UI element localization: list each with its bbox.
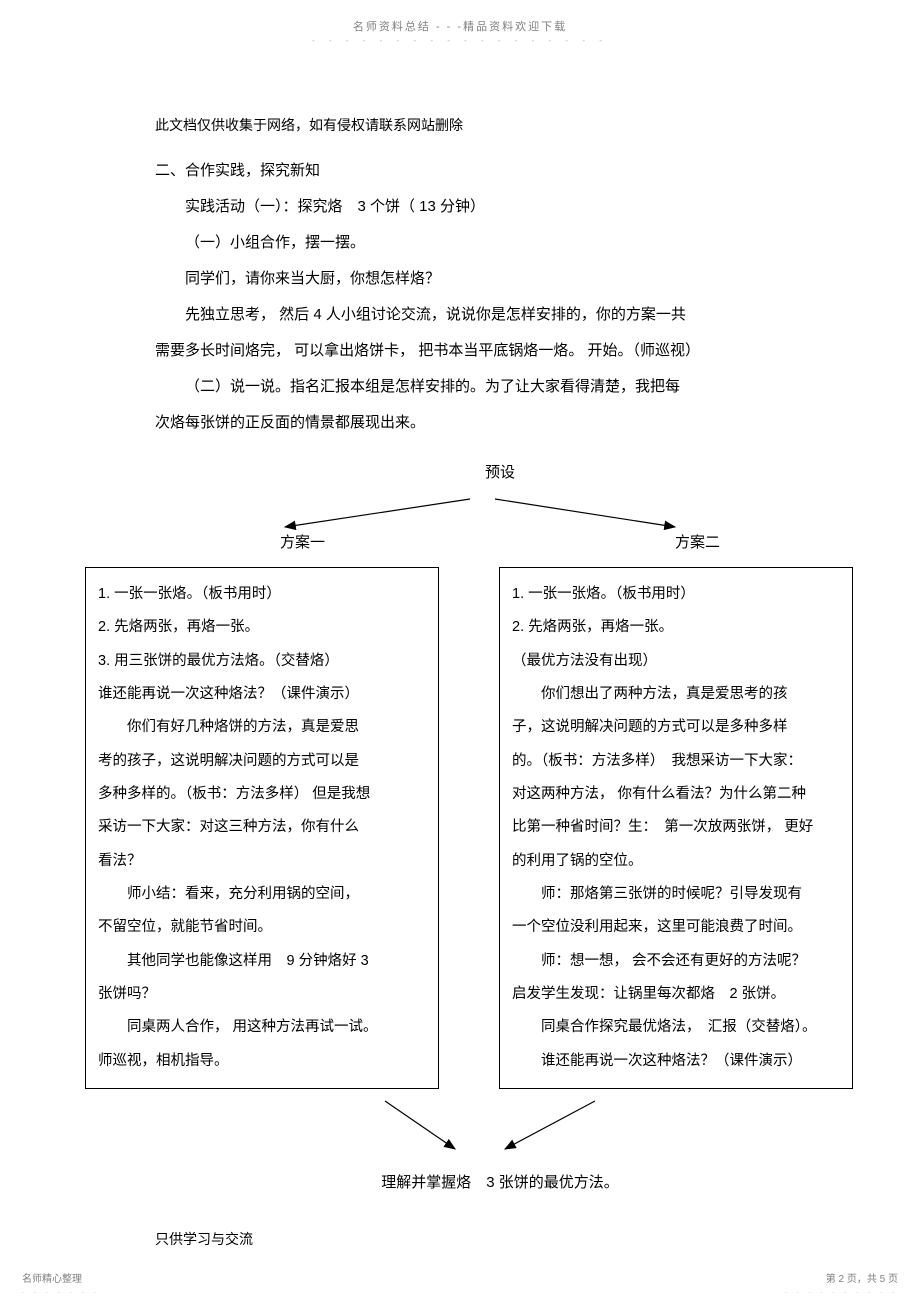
footer-right: 第 2 页，共 5 页	[826, 1270, 898, 1285]
plan2-l14: 同桌合作探究最优烙法， 汇报（交替烙）。	[512, 1011, 840, 1044]
plan1-l5: 你们有好几种烙饼的方法，真是爱思	[98, 711, 426, 744]
top-arrows-svg	[155, 493, 855, 533]
plan2-l12: 师：想一想， 会不会还有更好的方法呢？	[512, 945, 840, 978]
plan1-l11: 不留空位，就能节省时间。	[98, 911, 426, 944]
sub2-line1: 次烙每张饼的正反面的情景都展现出来。	[155, 405, 845, 441]
disclaimer: 此文档仅供收集于网络，如有侵权请联系网站删除	[155, 115, 920, 135]
main-content: 二、合作实践，探究新知 实践活动（一）：探究烙 3 个饼（ 13 分钟） （一）…	[155, 153, 845, 1201]
plan2-l13: 启发学生发现：让锅里每次都烙 2 张饼。	[512, 978, 840, 1011]
plan-boxes: 1. 一张一张烙。（板书用时） 2. 先烙两张，再烙一张。 3. 用三张饼的最优…	[85, 567, 853, 1089]
arrows-bottom	[85, 1095, 853, 1157]
plan2-l5: 子，这说明解决问题的方式可以是多种多样	[512, 711, 840, 744]
plan1-l15: 师巡视，相机指导。	[98, 1045, 426, 1078]
plan1-l14: 同桌两人合作， 用这种方法再试一试。	[98, 1011, 426, 1044]
sub1-title: （一）小组合作，摆一摆。	[155, 225, 845, 261]
plan1-box: 1. 一张一张烙。（板书用时） 2. 先烙两张，再烙一张。 3. 用三张饼的最优…	[85, 567, 439, 1089]
footer-left: 名师精心整理	[22, 1270, 82, 1285]
section-title: 二、合作实践，探究新知	[155, 153, 845, 189]
page-footer: 名师精心整理 第 2 页，共 5 页	[0, 1270, 920, 1285]
plan1-l4: 谁还能再说一次这种烙法？（课件演示）	[98, 678, 426, 711]
plan1-l6: 考的孩子，这说明解决问题的方式可以是	[98, 745, 426, 778]
plan1-l7: 多种多样的。（板书：方法多样） 但是我想	[98, 778, 426, 811]
plan2-l9: 的利用了锅的空位。	[512, 845, 840, 878]
sub1-line2: 先独立思考， 然后 4 人小组讨论交流，说说你是怎样安排的，你的方案一共	[155, 297, 845, 333]
plan2-box: 1. 一张一张烙。（板书用时） 2. 先烙两张，再烙一张。 （最优方法没有出现）…	[499, 567, 853, 1089]
plan1-l2: 2. 先烙两张，再烙一张。	[98, 611, 426, 644]
plan2-l8: 比第一种省时间？生： 第一次放两张饼， 更好	[512, 811, 840, 844]
sub1-line1: 同学们，请你来当大厨，你想怎样烙？	[155, 261, 845, 297]
page-footer-dots: . . . . . . . . . . . . . . . . .	[0, 1288, 920, 1295]
plan2-l6: 的。（板书：方法多样） 我想采访一下大家：	[512, 745, 840, 778]
plan2-l2: 2. 先烙两张，再烙一张。	[512, 611, 840, 644]
footer-dots-left: . . . . . . .	[22, 1288, 99, 1295]
plan1-l1: 1. 一张一张烙。（板书用时）	[98, 578, 426, 611]
plan1-l10: 师小结：看来，充分利用锅的空间，	[98, 878, 426, 911]
header-dots: - - - - - - - - - - - - - - - - - -	[0, 36, 920, 45]
plan1-l12: 其他同学也能像这样用 9 分钟烙好 3	[98, 945, 426, 978]
plan2-l3: （最优方法没有出现）	[512, 645, 840, 678]
plan2-l15: 谁还能再说一次这种烙法？（课件演示）	[512, 1045, 840, 1078]
arrows-top	[155, 493, 845, 529]
plan2-l4: 你们想出了两种方法，真是爱思考的孩	[512, 678, 840, 711]
sub2-title: （二）说一说。指名汇报本组是怎样安排的。为了让大家看得清楚，我把每	[155, 369, 845, 405]
plan2-l1: 1. 一张一张烙。（板书用时）	[512, 578, 840, 611]
footer-note: 只供学习与交流	[155, 1229, 920, 1249]
preset-label: 预设	[155, 455, 845, 491]
conclusion: 理解并掌握烙 3 张饼的最优方法。	[155, 1165, 845, 1201]
plan1-l3: 3. 用三张饼的最优方法烙。（交替烙）	[98, 645, 426, 678]
bottom-arrows-svg	[85, 1095, 865, 1157]
plan2-l11: 一个空位没利用起来，这里可能浪费了时间。	[512, 911, 840, 944]
flowchart: 预设 方案一 方案二 1. 一张一张烙。（板书用时） 2. 先烙两张，再烙一张。…	[155, 455, 845, 1201]
footer-dots-right: . . . . . . . . . .	[785, 1288, 898, 1295]
plan2-l10: 师：那烙第三张饼的时候呢？引导发现有	[512, 878, 840, 911]
header-text: 名师资料总结 - - -精品资料欢迎下载	[0, 0, 920, 34]
activity-title: 实践活动（一）：探究烙 3 个饼（ 13 分钟）	[155, 189, 845, 225]
plan1-l8: 采访一下大家：对这三种方法，你有什么	[98, 811, 426, 844]
plan1-l9: 看法？	[98, 845, 426, 878]
plan2-l7: 对这两种方法， 你有什么看法？为什么第二种	[512, 778, 840, 811]
plan1-l13: 张饼吗？	[98, 978, 426, 1011]
sub1-line3: 需要多长时间烙完， 可以拿出烙饼卡， 把书本当平底锅烙一烙。 开始。（师巡视）	[155, 333, 845, 369]
